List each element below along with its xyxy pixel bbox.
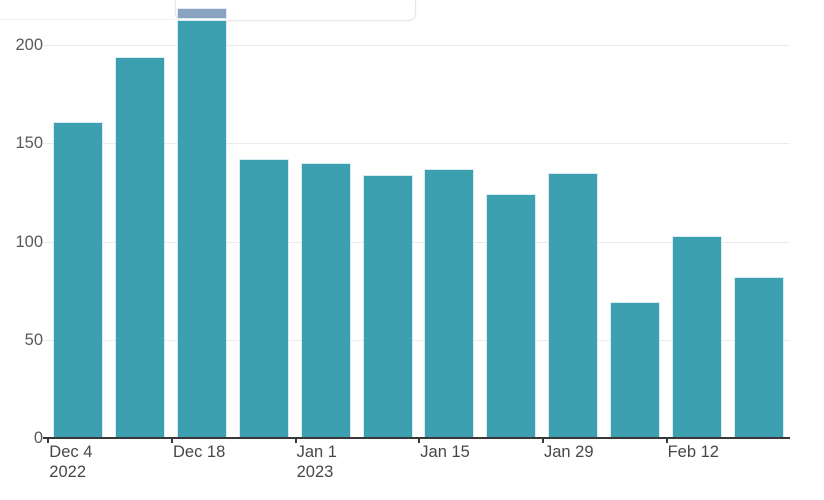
x-tick-dec-18 xyxy=(171,439,173,443)
x-tick-label-jan-29: Jan 29 xyxy=(544,443,594,461)
x-tick-dec-4 xyxy=(47,439,50,443)
x-tick-label-jan-1: Jan 1 2023 xyxy=(296,443,337,481)
bar-feb-19[interactable] xyxy=(733,276,784,438)
gridline-150 xyxy=(43,143,789,145)
bar-jan-8[interactable] xyxy=(362,174,413,438)
bar-dec-4[interactable] xyxy=(53,121,104,438)
gridline-100 xyxy=(43,241,789,243)
bar-dec-11[interactable] xyxy=(115,56,166,438)
x-axis-line xyxy=(43,437,790,439)
bar-dec-18-highlight-cap[interactable] xyxy=(177,7,227,20)
y-tick-label-50: 50 xyxy=(24,330,43,349)
y-tick-label-100: 100 xyxy=(15,232,43,251)
x-tick-label-dec-18: Dec 18 xyxy=(173,443,226,461)
bar-feb-5[interactable] xyxy=(609,302,660,438)
y-tick-label-200: 200 xyxy=(15,36,43,54)
bar-feb-12[interactable] xyxy=(671,235,722,438)
x-tick-label-jan-15: Jan 15 xyxy=(420,443,470,461)
x-tick-jan-15 xyxy=(418,439,421,443)
bar-jan-29[interactable] xyxy=(548,172,598,438)
gridline-200 xyxy=(43,45,789,46)
plot-top-line xyxy=(0,19,177,20)
bar-jan-22[interactable] xyxy=(486,194,537,438)
y-tick-label-0: 0 xyxy=(33,429,43,447)
x-tick-feb-12 xyxy=(665,439,668,443)
tooltip-popover xyxy=(175,0,416,21)
x-tick-jan-1 xyxy=(294,439,297,443)
gridline-50 xyxy=(43,339,789,341)
x-tick-jan-29 xyxy=(542,439,544,443)
bar-dec-25[interactable] xyxy=(238,159,289,438)
y-tick-label-150: 150 xyxy=(15,134,43,153)
bar-jan-1[interactable] xyxy=(300,162,351,438)
bar-jan-15[interactable] xyxy=(424,168,475,438)
bar-dec-18[interactable] xyxy=(177,19,227,438)
x-tick-label-dec-4: Dec 4 2022 xyxy=(49,443,93,481)
x-tick-label-feb-12: Feb 12 xyxy=(667,443,719,461)
